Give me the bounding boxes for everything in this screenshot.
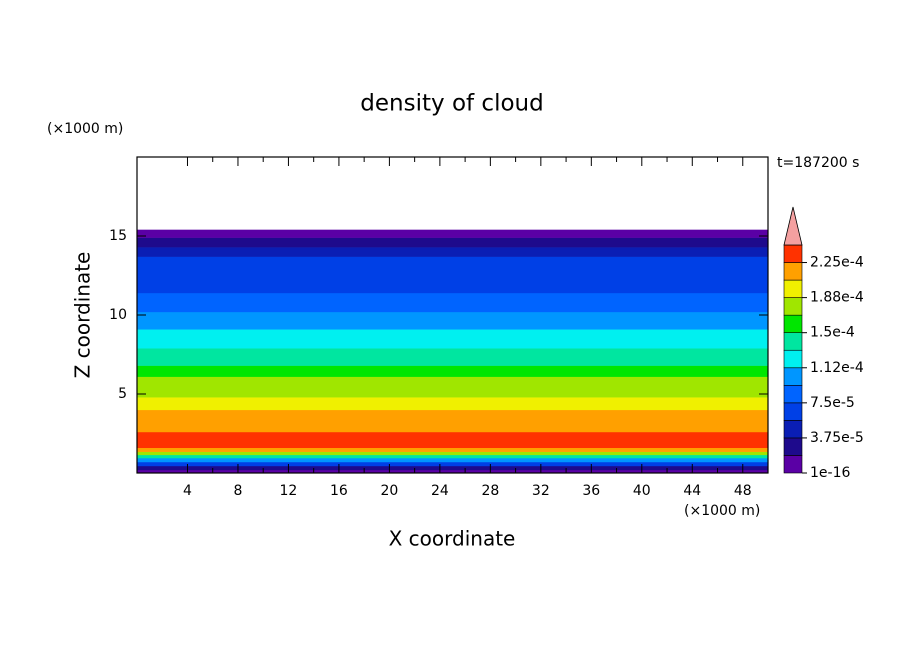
contour-band xyxy=(137,256,768,294)
colorbar-extension xyxy=(783,206,803,246)
y-tick-label: 10 xyxy=(109,307,127,323)
x-tick-label: 20 xyxy=(380,483,398,499)
contour-band xyxy=(137,447,768,452)
colorbar-box xyxy=(783,262,803,281)
x-tick-label: 48 xyxy=(734,483,752,499)
contour-band xyxy=(137,461,768,467)
colorbar-tick-label: 1e-16 xyxy=(810,465,850,481)
colorbar-box xyxy=(783,437,803,456)
contour-band xyxy=(137,397,768,411)
x-tick-label: 4 xyxy=(183,483,192,499)
y-tick-label: 5 xyxy=(118,386,127,402)
annotation: t=187200 s xyxy=(777,155,859,171)
colorbar-box xyxy=(783,402,803,421)
x-tick-label: 32 xyxy=(532,483,550,499)
colorbar-box xyxy=(783,297,803,316)
x-tick-label: 36 xyxy=(582,483,600,499)
contour-band xyxy=(137,292,768,313)
colorbar-box xyxy=(783,332,803,351)
contour-band xyxy=(137,454,768,459)
contour-band xyxy=(137,348,768,366)
contour-band xyxy=(137,311,768,330)
x-axis-label: X coordinate xyxy=(389,527,516,551)
contour-band xyxy=(137,329,768,349)
contour-band xyxy=(137,457,768,463)
y-axis-label: Z coordinate xyxy=(71,252,95,379)
contour-band xyxy=(137,247,768,257)
x-tick-label: 24 xyxy=(431,483,449,499)
x-tick-label: 12 xyxy=(280,483,298,499)
y-tick-label: 15 xyxy=(109,228,127,244)
contour-band xyxy=(137,409,768,433)
colorbar-box xyxy=(783,244,803,263)
contour-band xyxy=(137,365,768,377)
y-unit: (×1000 m) xyxy=(47,121,123,137)
colorbar-tick-label: 1.12e-4 xyxy=(810,360,864,376)
colorbar-tick-label: 1.88e-4 xyxy=(810,290,864,306)
colorbar-box xyxy=(783,349,803,369)
colorbar-box xyxy=(783,314,803,333)
x-tick-label: 16 xyxy=(330,483,348,499)
colorbar-tick-label: 7.5e-5 xyxy=(810,395,855,411)
contour-band xyxy=(137,431,768,449)
contour-band xyxy=(137,237,768,248)
colorbar-tick-label: 3.75e-5 xyxy=(810,430,864,446)
contour-band xyxy=(137,465,768,471)
contour-band xyxy=(137,451,768,456)
x-tick-label: 28 xyxy=(481,483,499,499)
x-tick-label: 40 xyxy=(633,483,651,499)
contour-band xyxy=(137,469,768,474)
x-tick-label: 44 xyxy=(683,483,701,499)
contour-band xyxy=(137,229,768,238)
colorbar-box xyxy=(783,279,803,298)
contour-band xyxy=(137,376,768,398)
chart-title: density of cloud xyxy=(360,91,543,117)
colorbar-box xyxy=(783,367,803,386)
x-unit: (×1000 m) xyxy=(684,503,760,519)
colorbar-tick-label: 2.25e-4 xyxy=(810,255,864,271)
colorbar-box xyxy=(783,455,803,474)
x-tick-label: 8 xyxy=(233,483,242,499)
colorbar-tick-label: 1.5e-4 xyxy=(810,325,855,341)
colorbar-box xyxy=(783,420,803,439)
colorbar-box xyxy=(783,385,803,404)
